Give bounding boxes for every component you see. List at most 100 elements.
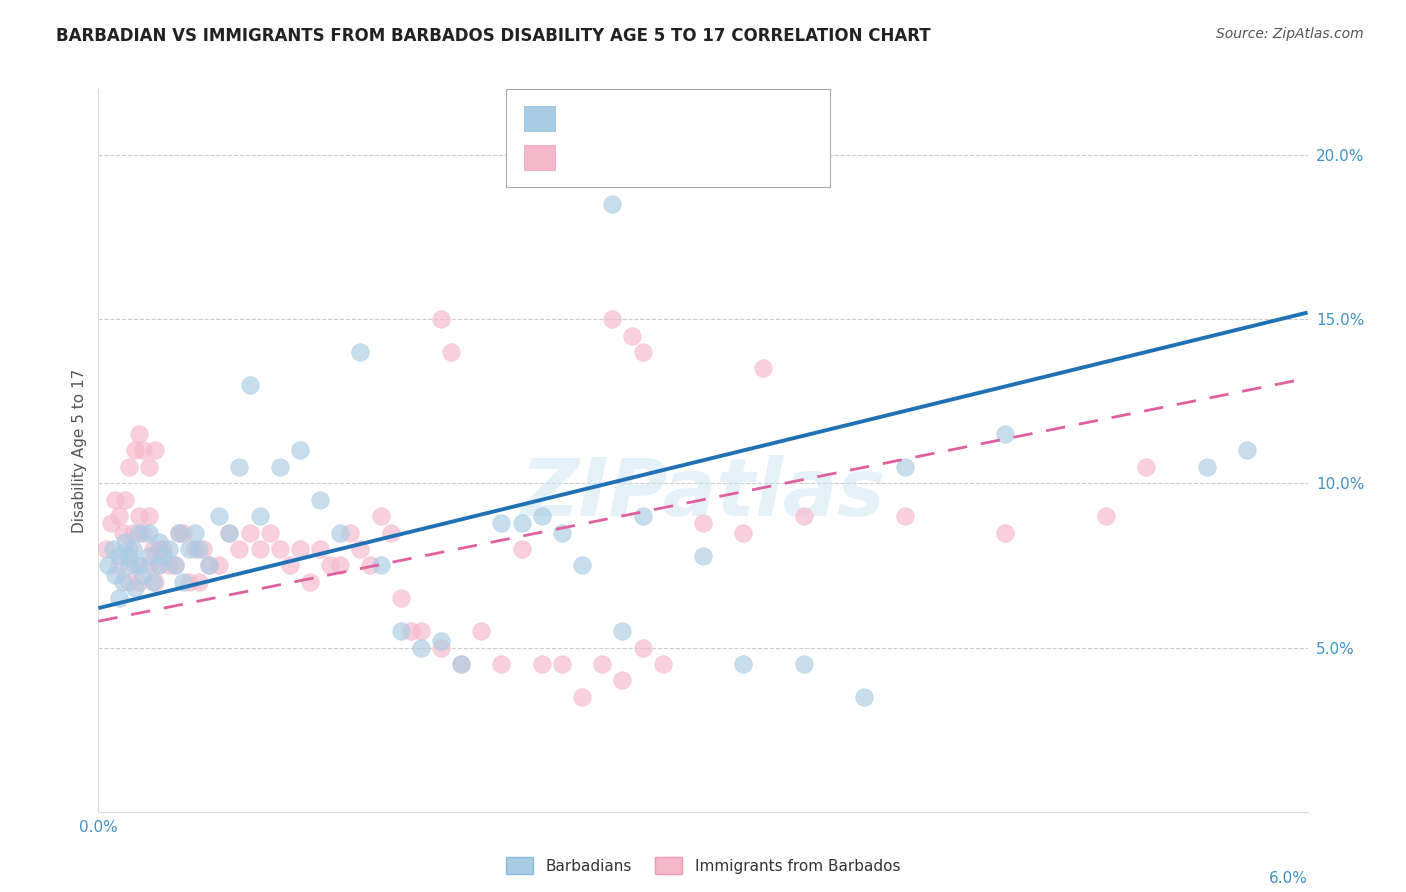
Point xyxy=(450,657,472,671)
Point xyxy=(430,312,453,326)
Point xyxy=(339,525,361,540)
Point xyxy=(299,574,322,589)
Point xyxy=(218,525,240,540)
Point xyxy=(239,525,262,540)
Point xyxy=(124,558,146,573)
Point xyxy=(124,582,146,596)
Point xyxy=(571,558,593,573)
Point xyxy=(249,509,271,524)
Point xyxy=(142,574,165,589)
Point xyxy=(148,535,170,549)
Point xyxy=(148,541,170,556)
Point xyxy=(228,459,250,474)
Point xyxy=(591,657,613,671)
Point xyxy=(138,459,160,474)
Point xyxy=(510,541,533,556)
Text: BARBADIAN VS IMMIGRANTS FROM BARBADOS DISABILITY AGE 5 TO 17 CORRELATION CHART: BARBADIAN VS IMMIGRANTS FROM BARBADOS DI… xyxy=(56,27,931,45)
Point xyxy=(132,568,155,582)
Point xyxy=(172,574,194,589)
Point xyxy=(288,541,311,556)
Point xyxy=(198,558,221,573)
Point xyxy=(118,541,141,556)
Point xyxy=(551,657,574,671)
Point xyxy=(530,657,553,671)
Point xyxy=(111,525,134,540)
Point xyxy=(380,525,402,540)
Point xyxy=(107,549,129,563)
Point xyxy=(107,509,129,524)
Point xyxy=(188,574,211,589)
Point xyxy=(172,525,194,540)
Point xyxy=(631,509,654,524)
Point xyxy=(218,525,240,540)
Point xyxy=(118,574,141,589)
Point xyxy=(1095,509,1118,524)
Point xyxy=(370,558,392,573)
Point xyxy=(470,624,492,639)
Text: Source: ZipAtlas.com: Source: ZipAtlas.com xyxy=(1216,27,1364,41)
Point xyxy=(631,640,654,655)
Point xyxy=(107,591,129,606)
Point xyxy=(152,549,174,563)
Point xyxy=(118,558,141,573)
Point xyxy=(389,591,412,606)
Point xyxy=(430,634,453,648)
Point xyxy=(157,558,180,573)
Point xyxy=(1135,459,1157,474)
Point xyxy=(329,558,352,573)
Text: R = 0.255: R = 0.255 xyxy=(567,149,650,167)
Point xyxy=(349,345,371,359)
Point xyxy=(793,657,815,671)
Point xyxy=(111,574,134,589)
Point xyxy=(893,459,915,474)
Point xyxy=(692,516,714,530)
Point xyxy=(409,640,432,655)
Point xyxy=(128,427,150,442)
Point xyxy=(853,690,876,704)
Point xyxy=(103,492,125,507)
Point xyxy=(249,541,271,556)
Point xyxy=(208,509,231,524)
Point xyxy=(148,558,170,573)
Point xyxy=(118,459,141,474)
Text: N = 82: N = 82 xyxy=(710,149,772,167)
Point xyxy=(612,624,634,639)
Point xyxy=(142,541,165,556)
Point xyxy=(278,558,301,573)
Point xyxy=(128,525,150,540)
Point xyxy=(193,541,215,556)
Point xyxy=(132,525,155,540)
Point xyxy=(621,328,644,343)
Point xyxy=(138,549,160,563)
Point xyxy=(893,509,915,524)
Point xyxy=(128,558,150,573)
Point xyxy=(128,509,150,524)
Point xyxy=(631,345,654,359)
Text: N = 60: N = 60 xyxy=(710,110,772,128)
Point xyxy=(349,541,371,556)
Point xyxy=(319,558,342,573)
Point xyxy=(152,541,174,556)
Point xyxy=(157,541,180,556)
Point xyxy=(179,541,201,556)
Point xyxy=(309,492,332,507)
Point xyxy=(440,345,463,359)
Text: R = 0.370: R = 0.370 xyxy=(567,110,650,128)
Point xyxy=(96,541,118,556)
Point xyxy=(510,516,533,530)
Legend: Barbadians, Immigrants from Barbados: Barbadians, Immigrants from Barbados xyxy=(499,851,907,880)
Point xyxy=(103,568,125,582)
Point xyxy=(733,657,755,671)
Point xyxy=(733,525,755,540)
Point xyxy=(530,509,553,524)
Point xyxy=(114,492,136,507)
Point xyxy=(101,541,124,556)
Point xyxy=(138,525,160,540)
Point xyxy=(148,558,170,573)
Y-axis label: Disability Age 5 to 17: Disability Age 5 to 17 xyxy=(72,368,87,533)
Text: 6.0%: 6.0% xyxy=(1268,871,1308,886)
Point xyxy=(259,525,281,540)
Point xyxy=(121,541,143,556)
Point xyxy=(752,361,775,376)
Point xyxy=(571,690,593,704)
